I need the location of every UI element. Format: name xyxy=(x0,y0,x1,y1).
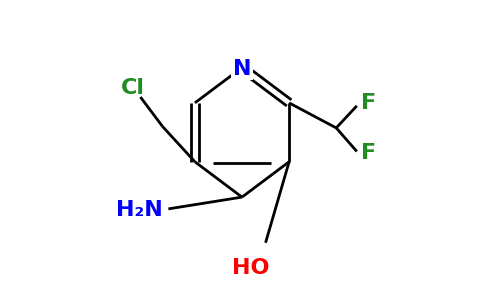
Text: F: F xyxy=(361,93,377,113)
Text: F: F xyxy=(361,143,377,163)
Text: H₂N: H₂N xyxy=(116,200,163,220)
Text: HO: HO xyxy=(232,258,270,278)
Text: Cl: Cl xyxy=(121,78,145,98)
Text: N: N xyxy=(233,59,251,79)
